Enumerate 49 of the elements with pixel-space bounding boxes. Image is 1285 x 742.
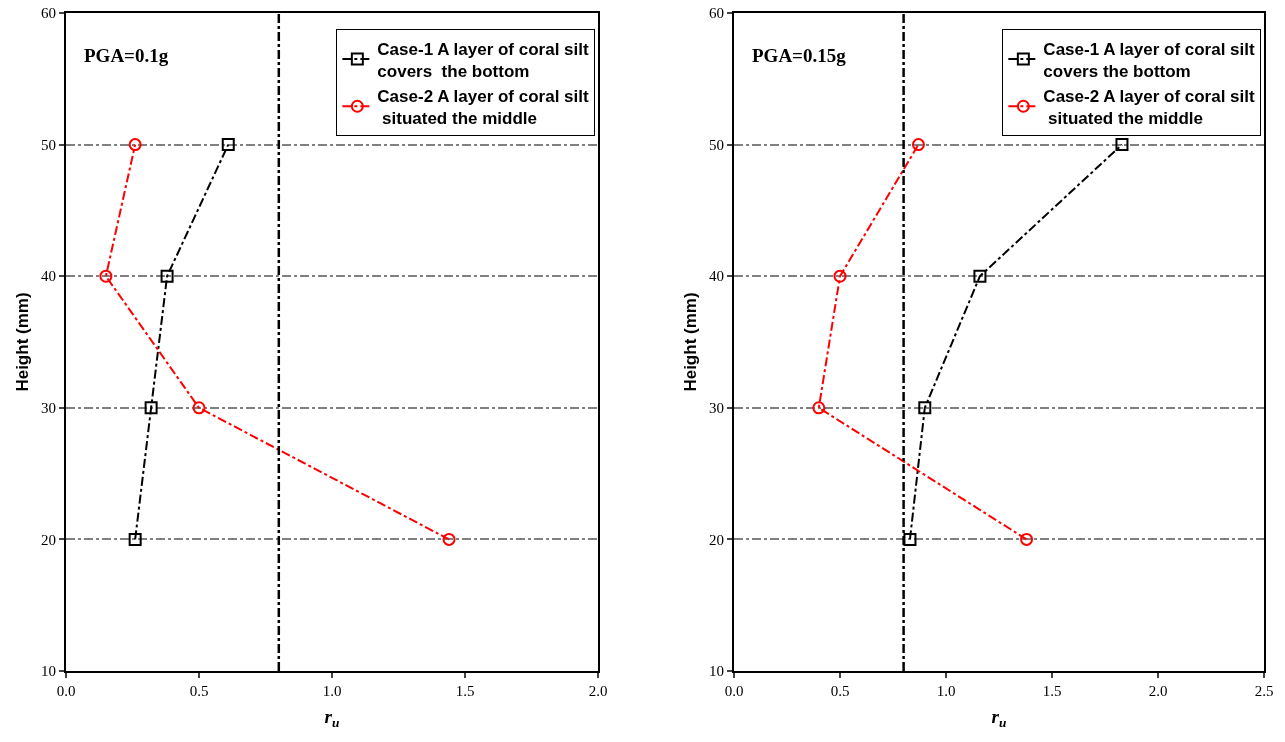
point [973, 269, 987, 283]
legend-label: Case-2 A layer of coral silt situated the middle [377, 86, 590, 128]
y-axis-title: Height (mm) [13, 292, 33, 392]
y-tick-label: 40 [709, 268, 724, 285]
y-tick-label: 10 [41, 663, 56, 680]
x-axis-title: r$_{u}$ [991, 706, 1007, 731]
legend-label: Case-2 A layer of coral silt situated the middle [1043, 86, 1256, 128]
y-axis-title: Height (mm) [681, 292, 701, 392]
x-tick-label: 0.0 [724, 683, 744, 699]
y-tick-label: 60 [41, 5, 56, 22]
point [99, 269, 113, 283]
point [903, 532, 917, 546]
y-tick-label: 50 [709, 136, 724, 153]
point [1020, 532, 1034, 546]
y-tick-label: 30 [41, 400, 56, 417]
y-tick-label: 50 [41, 136, 56, 153]
y-tick-label: 30 [709, 400, 724, 417]
x-tick-label: 1.0 [322, 683, 342, 699]
point [192, 401, 206, 415]
x-tick-label: 0.5 [830, 683, 850, 699]
point [833, 269, 847, 283]
point [128, 138, 142, 152]
annotation: PGA=0.15g [752, 45, 847, 66]
x-tick-label: 1.5 [455, 683, 475, 699]
point [1115, 138, 1129, 152]
x-tick-label: 2.0 [588, 683, 608, 699]
point [442, 532, 456, 546]
y-tick-label: 20 [709, 531, 724, 548]
point [128, 532, 142, 546]
x-tick-label: 2.5 [1254, 683, 1274, 699]
y-tick-label: 10 [709, 663, 724, 680]
annotation: PGA=0.1g [84, 45, 169, 66]
x-tick-label: 0.5 [189, 683, 209, 699]
x-tick-label: 1.0 [936, 683, 956, 699]
x-tick-label: 0.0 [56, 683, 76, 699]
x-axis-title: r$_{u}$ [324, 706, 340, 731]
point [911, 138, 925, 152]
point [221, 138, 235, 152]
y-tick-label: 20 [41, 531, 56, 548]
x-tick-label: 2.0 [1148, 683, 1168, 699]
x-tick-label: 1.5 [1042, 683, 1062, 699]
legend-label: Case-1 A layer of coral silt covers the bottom [1043, 39, 1256, 81]
point [812, 401, 826, 415]
point [144, 401, 158, 415]
y-tick-label: 40 [41, 268, 56, 285]
point [160, 269, 174, 283]
y-tick-label: 60 [709, 5, 724, 22]
legend-label: Case-1 A layer of coral silt covers the bottom [377, 39, 590, 81]
point [918, 401, 932, 415]
